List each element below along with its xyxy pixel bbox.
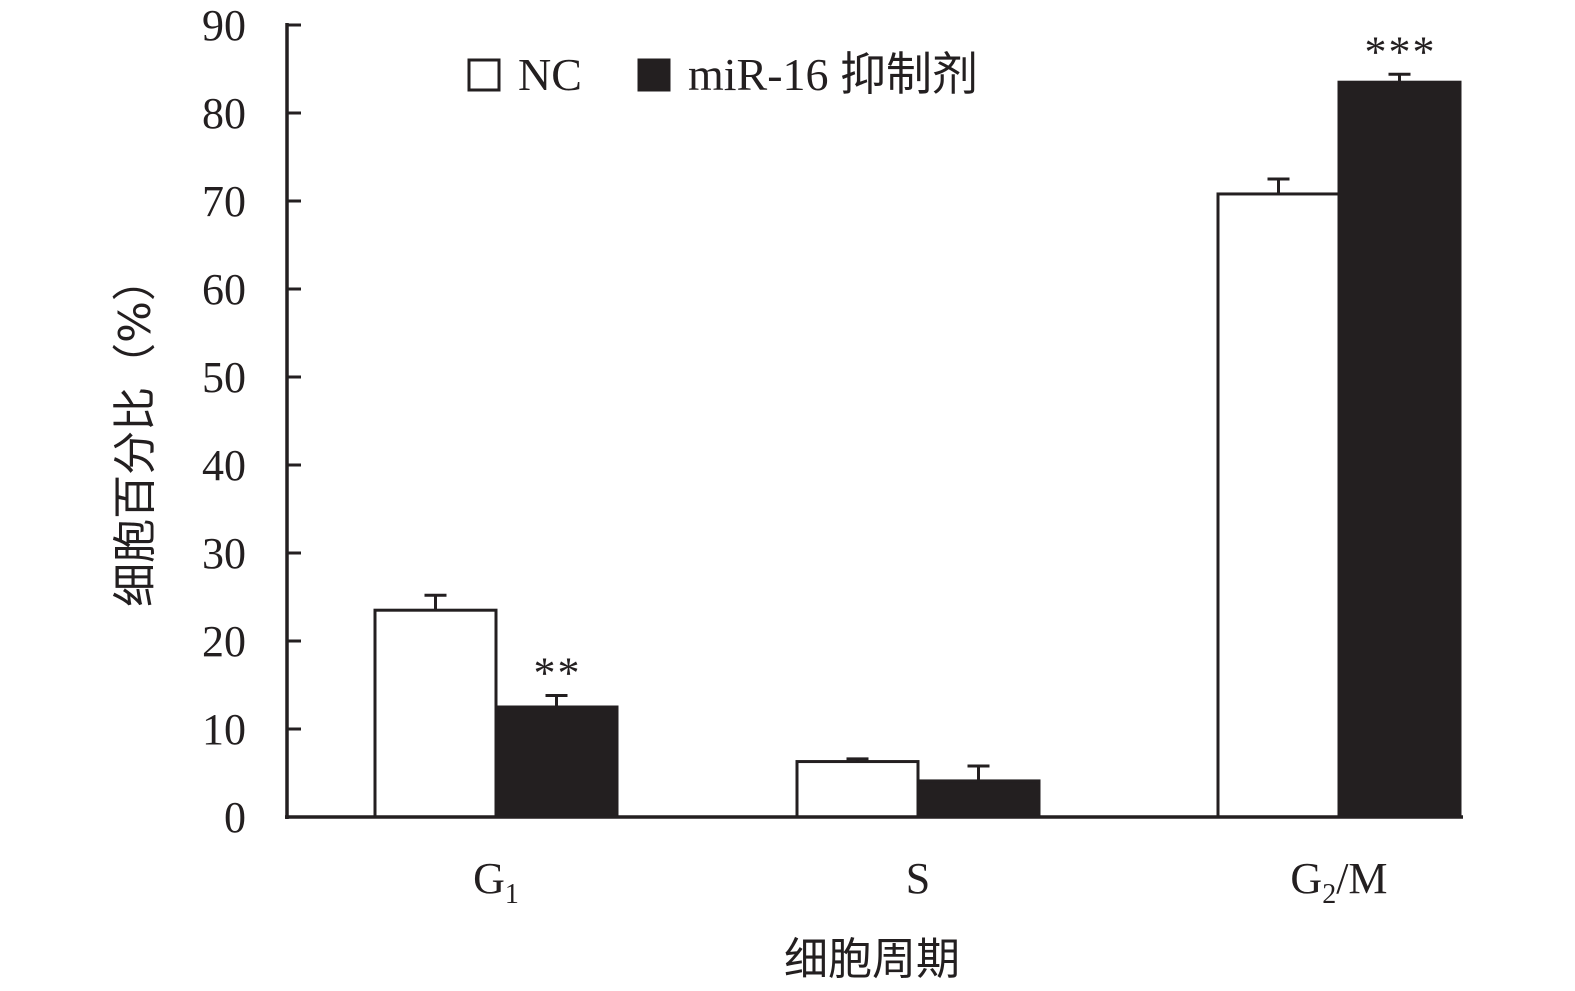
y-tick-label: 20 xyxy=(202,617,246,666)
legend-label-nc: NC xyxy=(518,49,582,100)
bar-nc-1 xyxy=(795,760,920,819)
bar-inhibitor-2 xyxy=(1337,80,1462,819)
legend-label-inhibitor: miR-16 抑制剂 xyxy=(688,49,978,100)
significance-label: *** xyxy=(1365,27,1437,76)
y-tick-label: 70 xyxy=(202,177,246,226)
y-tick-label: 50 xyxy=(202,353,246,402)
bar-inhibitor-1 xyxy=(916,779,1041,819)
bar-nc-0 xyxy=(373,608,498,819)
x-tick-label: G1 xyxy=(473,854,519,910)
x-axis-title: 细胞周期 xyxy=(784,934,960,985)
y-axis-title: 细胞百分比（%） xyxy=(110,257,161,607)
legend-swatch-nc xyxy=(467,58,501,92)
y-tick-label: 30 xyxy=(202,529,246,578)
y-tick-label: 80 xyxy=(202,89,246,138)
bar-nc-2 xyxy=(1216,192,1341,819)
legend-swatch-inhibitor xyxy=(637,58,671,92)
y-tick-label: 10 xyxy=(202,705,246,754)
y-tick-label: 0 xyxy=(224,793,246,842)
x-tick-label: S xyxy=(906,854,930,903)
y-tick-label: 60 xyxy=(202,265,246,314)
y-tick-label: 90 xyxy=(202,1,246,50)
bar-inhibitor-0 xyxy=(494,705,619,819)
x-tick-label: G2/M xyxy=(1290,854,1387,910)
significance-label: ** xyxy=(534,649,582,698)
y-tick-label: 40 xyxy=(202,441,246,490)
